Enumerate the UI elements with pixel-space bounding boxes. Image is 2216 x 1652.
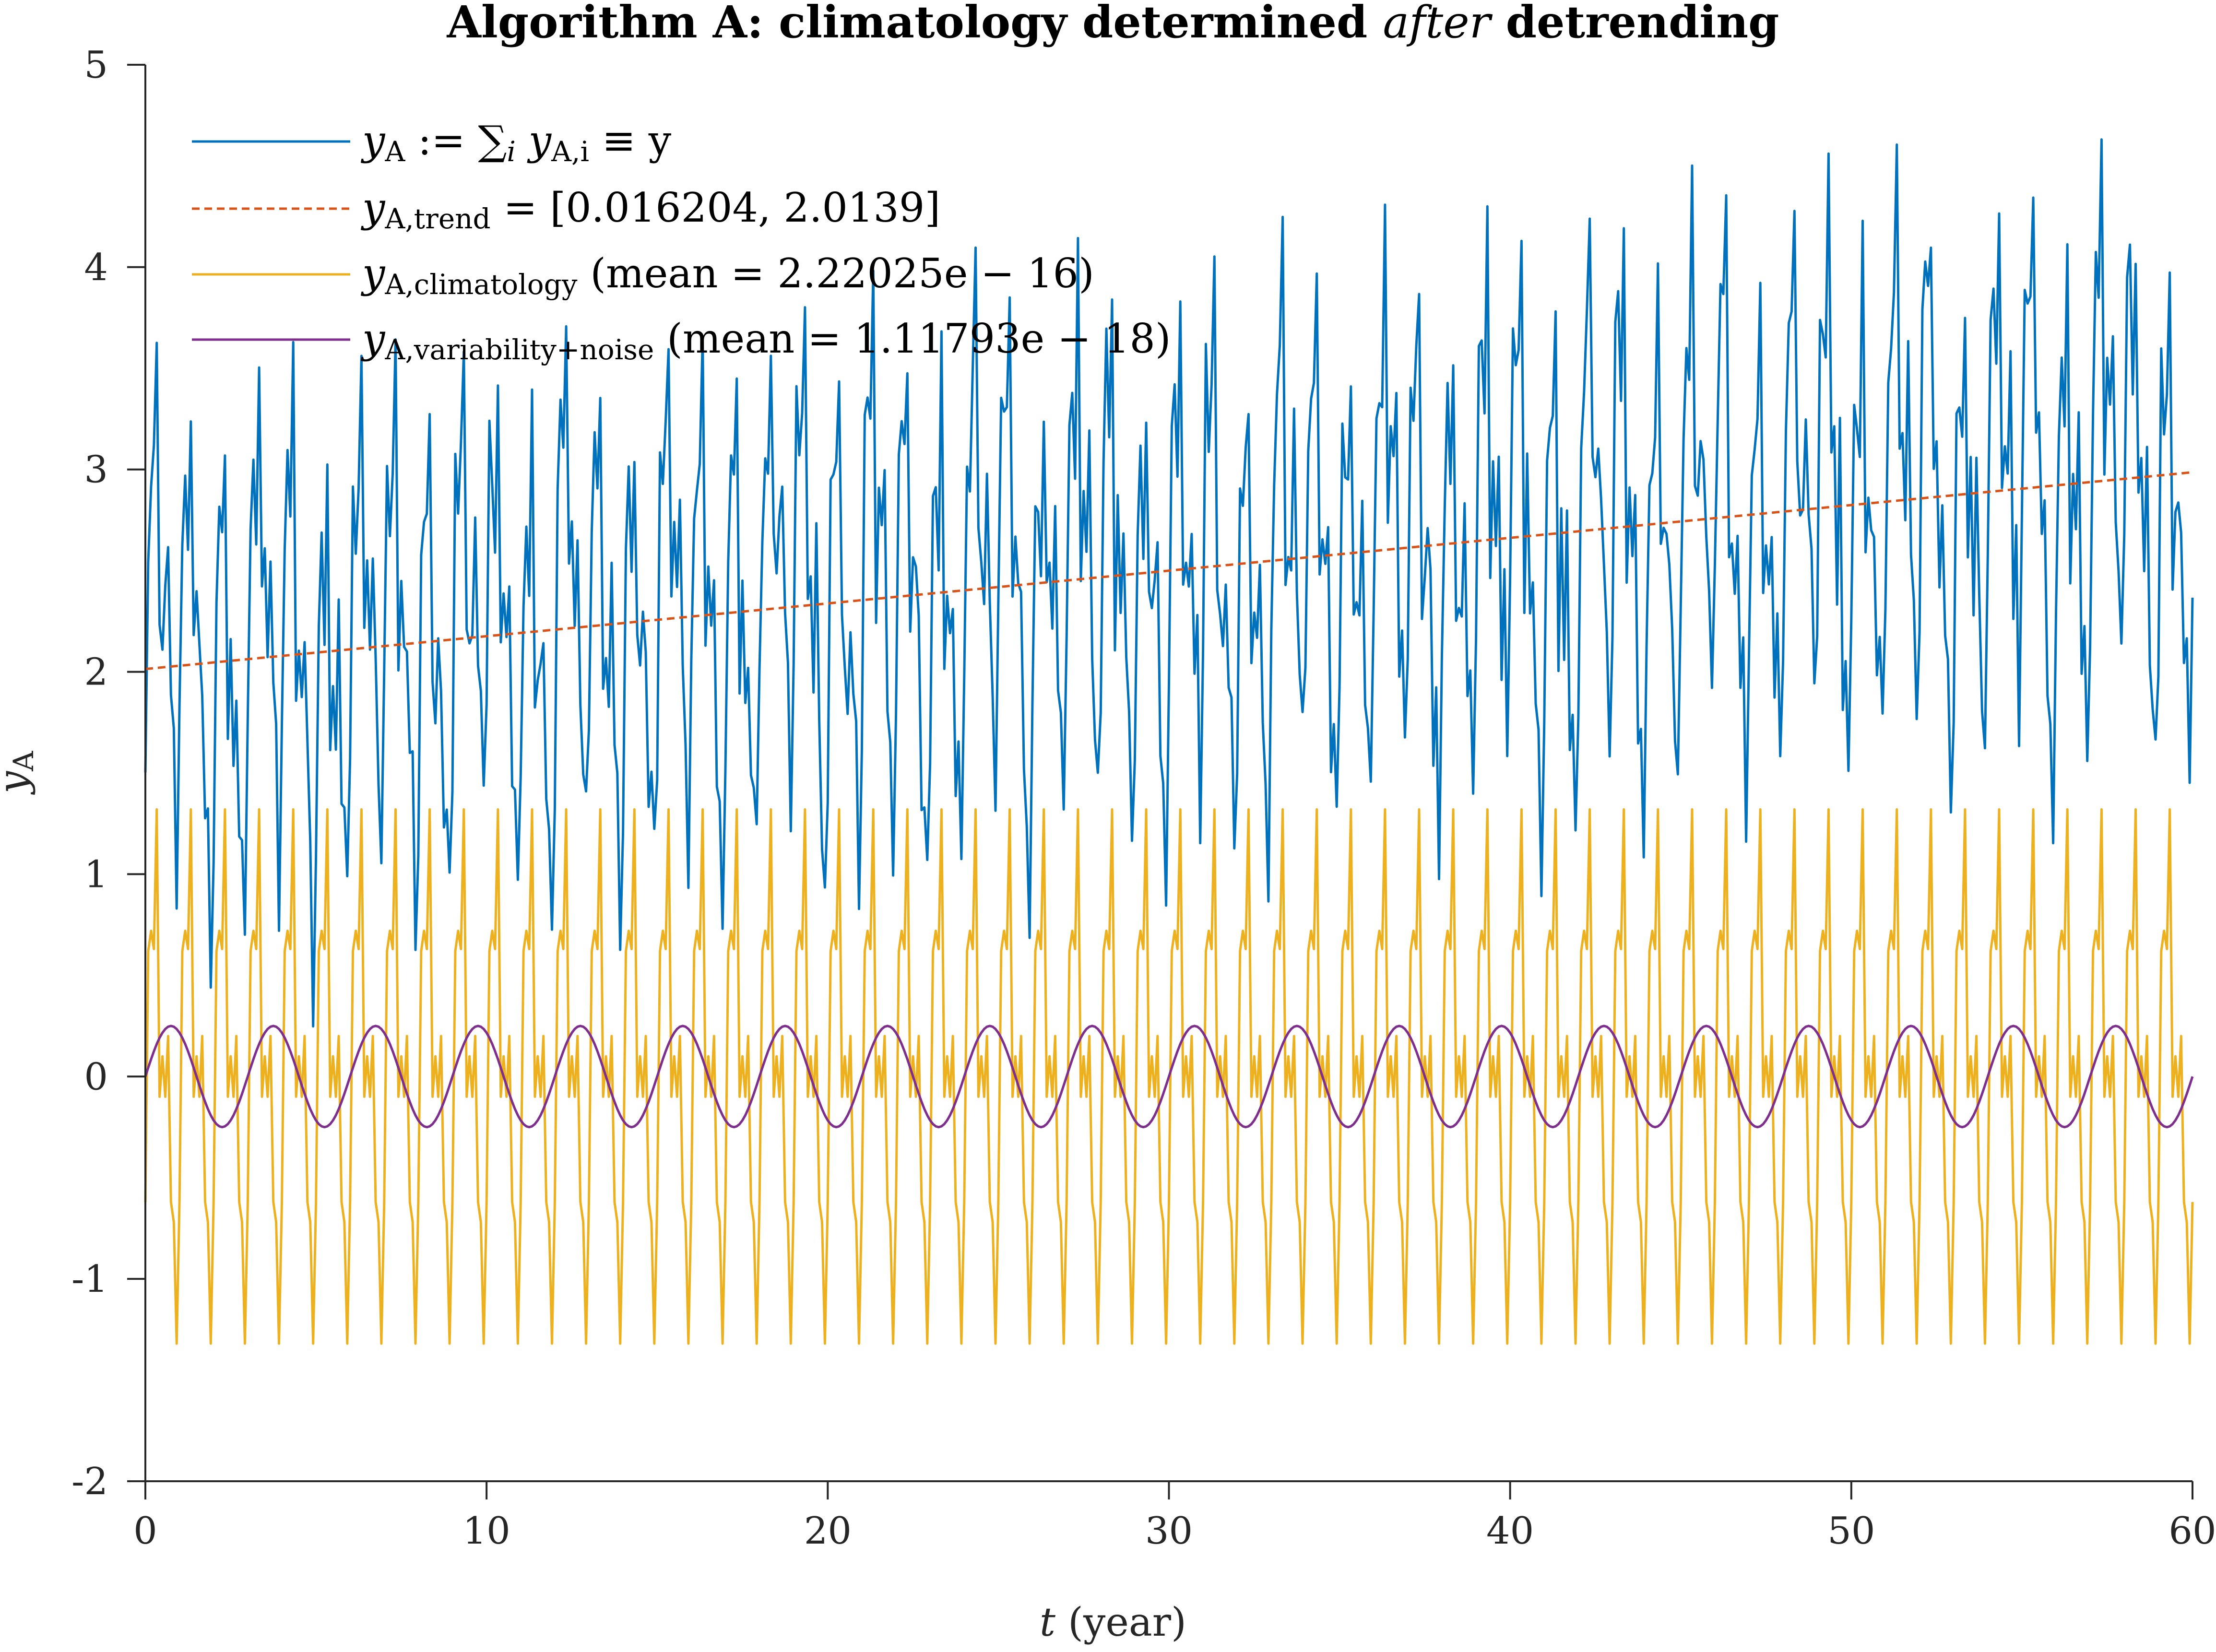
y-axis-label-main: y bbox=[0, 770, 36, 795]
y-tick-label: -1 bbox=[71, 1258, 108, 1301]
y-tick-label: -2 bbox=[71, 1460, 108, 1503]
y-axis-label-sub: A bbox=[7, 751, 40, 772]
series-line-climatology bbox=[144, 808, 2194, 1345]
chart-title: Algorithm A: climatology determined afte… bbox=[447, 0, 1779, 48]
x-tick-label: 40 bbox=[1486, 1510, 1534, 1553]
series-layer bbox=[144, 138, 2194, 1345]
y-tick-label: 5 bbox=[84, 44, 108, 87]
x-tick-label: 60 bbox=[2169, 1510, 2216, 1553]
x-axis-label-unit: (year) bbox=[1055, 1600, 1186, 1645]
x-tick-label: 10 bbox=[463, 1510, 510, 1553]
series-line-variability bbox=[144, 1025, 2194, 1129]
y-tick-label: 2 bbox=[84, 651, 108, 694]
x-tick-label: 0 bbox=[133, 1510, 157, 1553]
series-line-total bbox=[144, 138, 2194, 1028]
legend-label-variability: yA,variability+noise (mean = 1.11793e − … bbox=[360, 315, 1171, 366]
legend: yA := ∑i yA,i ≡ y yA,trend = [0.016204, … bbox=[192, 117, 1171, 366]
y-tick-label: 3 bbox=[84, 448, 108, 492]
chart-title-after: detrending bbox=[1491, 0, 1779, 48]
y-tick-label: 1 bbox=[84, 853, 108, 896]
y-axis-label: yA bbox=[0, 751, 40, 795]
y-tick-label: 4 bbox=[84, 246, 108, 289]
x-axis-label: t (year) bbox=[1040, 1600, 1186, 1645]
x-tick-label: 20 bbox=[804, 1510, 852, 1553]
y-tick-label: 0 bbox=[84, 1055, 108, 1098]
legend-label-trend: yA,trend = [0.016204, 2.0139] bbox=[360, 184, 940, 235]
series-line-trend bbox=[145, 471, 2193, 671]
chart-title-italic: after bbox=[1383, 0, 1493, 48]
legend-label-total: yA := ∑i yA,i ≡ y bbox=[360, 117, 672, 168]
legend-label-climatology: yA,climatology (mean = 2.22025e − 16) bbox=[360, 250, 1094, 301]
chart-title-before: Algorithm A: climatology determined bbox=[447, 0, 1383, 48]
x-tick-label: 50 bbox=[1827, 1510, 1875, 1553]
x-tick-label: 30 bbox=[1145, 1510, 1193, 1553]
x-axis-label-var: t bbox=[1040, 1600, 1056, 1645]
axes: 0 10 20 30 40 50 60 -2 -1 0 1 2 3 4 5 bbox=[71, 44, 2216, 1553]
